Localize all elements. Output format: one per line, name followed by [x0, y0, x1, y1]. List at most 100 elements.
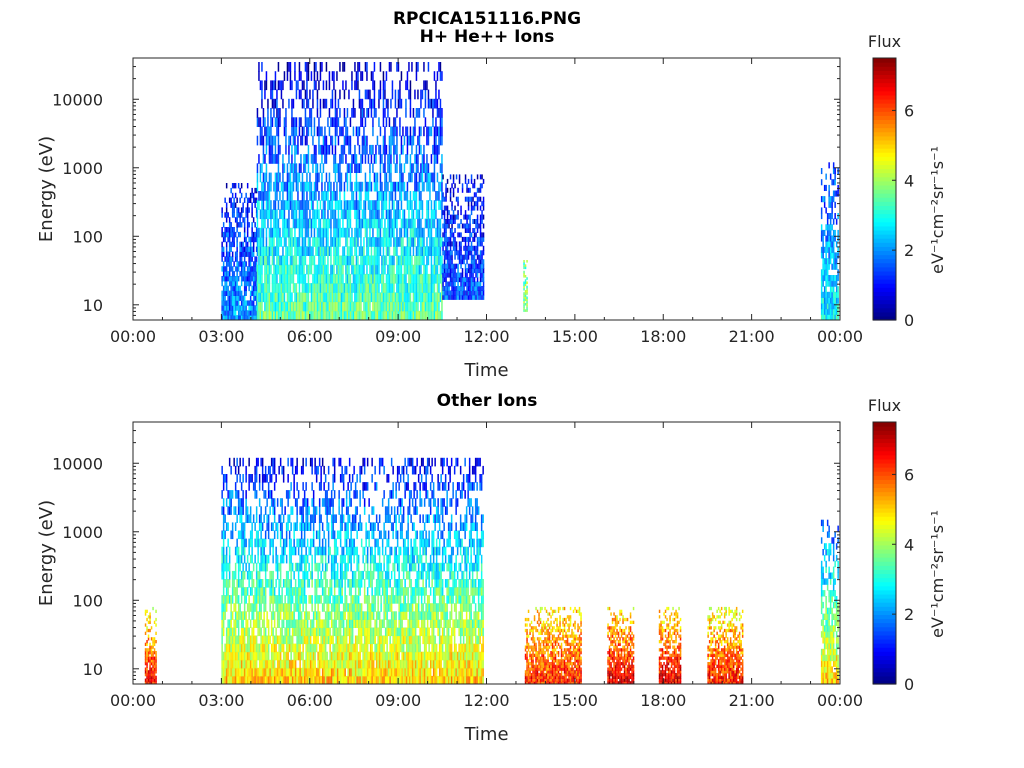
- flux-cell: [318, 457, 321, 467]
- flux-cell: [387, 163, 389, 173]
- flux-cell: [270, 659, 273, 669]
- flux-cell: [309, 218, 311, 229]
- flux-cell: [231, 611, 234, 620]
- flux-cell: [337, 292, 340, 303]
- colorbar-swatch: [873, 103, 896, 108]
- flux-cell: [279, 530, 282, 540]
- flux-cell: [394, 181, 397, 192]
- flux-cell: [369, 283, 371, 293]
- flux-cell: [284, 667, 286, 677]
- flux-cell: [334, 98, 337, 109]
- flux-cell: [435, 135, 437, 146]
- flux-cell: [397, 273, 400, 284]
- flux-cell: [310, 246, 313, 256]
- flux-cell: [441, 292, 443, 303]
- flux-cell: [274, 301, 277, 312]
- flux-cell: [415, 273, 418, 284]
- flux-cell: [318, 619, 321, 628]
- flux-cell: [832, 297, 835, 304]
- flux-cell: [393, 237, 395, 247]
- flux-cell: [277, 154, 280, 164]
- flux-cell: [367, 283, 370, 293]
- flux-cell: [832, 229, 835, 236]
- flux-cell: [417, 246, 419, 256]
- flux-cell: [322, 237, 325, 247]
- flux-cell: [245, 619, 247, 628]
- flux-cell: [231, 183, 234, 189]
- flux-cell: [264, 474, 267, 483]
- flux-cell: [287, 457, 289, 467]
- flux-cell: [261, 246, 263, 256]
- flux-cell: [378, 246, 380, 256]
- flux-cell: [257, 554, 259, 564]
- flux-cell: [523, 260, 525, 263]
- flux-cell: [399, 255, 401, 266]
- flux-cell: [409, 98, 412, 109]
- flux-cell: [452, 192, 455, 198]
- flux-cell: [443, 259, 446, 265]
- flux-cell: [315, 675, 318, 685]
- flux-cell: [225, 627, 228, 637]
- flux-cell: [264, 587, 267, 596]
- flux-cell: [402, 283, 404, 293]
- flux-cell: [236, 197, 238, 203]
- flux-region: [221, 183, 258, 321]
- flux-cell: [255, 457, 258, 467]
- flux-cell: [472, 236, 474, 242]
- flux-cell: [234, 266, 237, 272]
- flux-cell: [313, 154, 316, 164]
- flux-cell: [274, 144, 277, 155]
- flux-cell: [457, 210, 459, 216]
- flux-cell: [394, 209, 397, 220]
- colorbar-swatch: [873, 156, 896, 161]
- flux-cell: [370, 144, 373, 155]
- flux-cell: [234, 506, 237, 515]
- flux-cell: [352, 154, 355, 164]
- flux-cell: [284, 675, 286, 685]
- flux-cell: [249, 280, 252, 287]
- flux-cell: [360, 292, 362, 303]
- flux-cell: [296, 651, 298, 661]
- flux-cell: [313, 126, 316, 137]
- flux-cell: [469, 272, 471, 278]
- flux-cell: [446, 205, 449, 211]
- flux-cell: [284, 579, 286, 588]
- flux-cell: [317, 619, 319, 628]
- flux-cell: [399, 209, 401, 220]
- flux-cell: [340, 126, 343, 137]
- flux-cell: [364, 117, 367, 127]
- flux-cell: [231, 530, 234, 540]
- flux-cell: [228, 562, 231, 572]
- flux-cell: [237, 530, 240, 540]
- flux-cell: [287, 659, 289, 669]
- flux-cell: [252, 643, 255, 653]
- flux-cell: [423, 62, 425, 72]
- flux-cell: [309, 570, 312, 580]
- flux-cell: [372, 218, 374, 229]
- flux-cell: [230, 465, 232, 475]
- flux-cell: [314, 603, 316, 612]
- flux-cell: [237, 295, 240, 301]
- flux-cell: [305, 603, 307, 612]
- flux-cell: [277, 218, 280, 229]
- flux-cell: [481, 201, 483, 207]
- colorbar-swatch: [873, 201, 896, 206]
- flux-cell: [409, 301, 412, 312]
- flux-cell: [252, 261, 255, 267]
- flux-cell: [227, 506, 229, 515]
- flux-cell: [409, 227, 412, 238]
- flux-cell: [254, 465, 256, 475]
- flux-cell: [269, 538, 271, 548]
- flux-cell: [414, 292, 416, 303]
- flux-cell: [258, 117, 260, 127]
- flux-cell: [280, 237, 283, 247]
- colorbar-swatch: [873, 225, 896, 231]
- flux-cell: [257, 579, 259, 588]
- flux-cell: [343, 209, 346, 220]
- flux-cell: [291, 181, 293, 192]
- flux-cell: [222, 603, 225, 612]
- flux-cell: [256, 172, 259, 183]
- flux-cell: [298, 227, 301, 238]
- flux-cell: [319, 144, 322, 155]
- flux-cell: [475, 192, 477, 198]
